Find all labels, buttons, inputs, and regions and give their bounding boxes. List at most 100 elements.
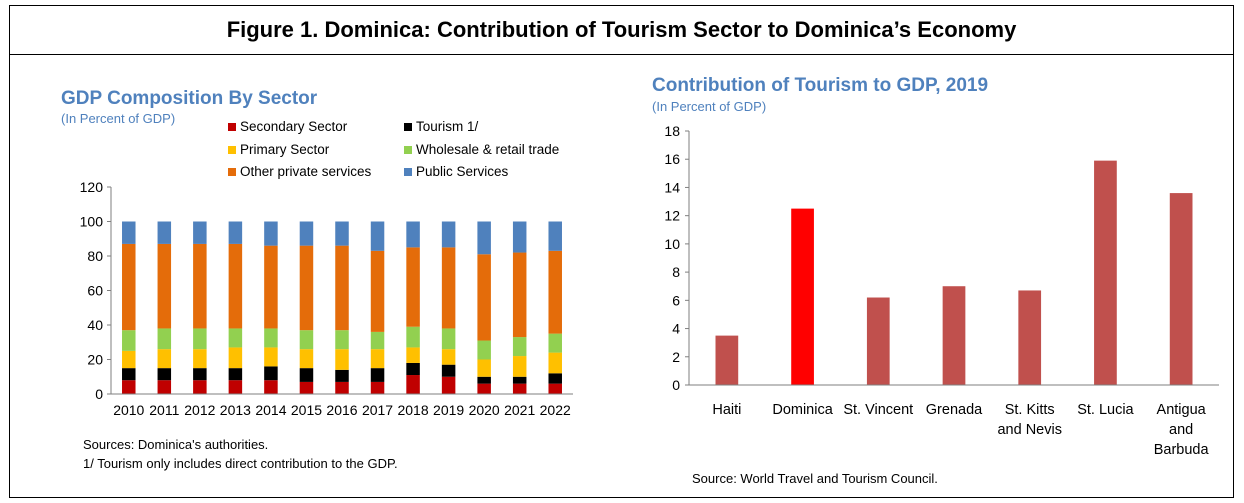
right-chart-title: Contribution of Tourism to GDP, 2019 [652,75,989,96]
bar-segment-secondary-sector [193,380,207,394]
bar-segment-wholesale-retail-trade [548,333,562,353]
tourism-contribution-chart: 0 2 4 6 8 10 12 14 16 18 Haiti Dominica St. Vincent G… [664,123,1219,458]
bar-segment-tourism-1 [477,376,491,384]
right-source: Source: World Travel and Tourism Council… [692,471,938,486]
bar-segment-tourism-1 [264,366,278,381]
bar-segment-tourism-1 [193,368,207,381]
right-y-tick-label: 18 [664,123,680,139]
bar-segment-public-services [548,221,562,251]
right-y-tick-label: 16 [664,151,680,167]
bar-segment-wholesale-retail-trade [228,328,243,348]
right-x-tick-label: Antigua [1157,402,1207,418]
left-x-tick-label: 2013 [220,402,251,418]
bar-segment-public-services [406,221,420,248]
right-x-tick-label: and Nevis [997,422,1061,438]
bar-segment-other-private-services [477,254,491,341]
bar-segment-public-services [441,221,456,248]
legend-label: Wholesale & retail trade [416,142,559,157]
legend-swatch [404,168,412,176]
bar-segment-secondary-sector [477,383,491,394]
bar-segment-wholesale-retail-trade [441,328,456,350]
bar-segment-public-services [477,221,491,255]
bar-segment-tourism-1 [335,369,349,382]
bar-segment-primary-sector [406,347,420,363]
legend-swatch [404,123,412,131]
legend-swatch [228,123,236,131]
left-x-tick-label: 2017 [362,402,393,418]
bar-segment-secondary-sector [512,383,527,394]
bar [1169,193,1193,385]
bar-segment-secondary-sector [406,375,420,394]
right-y-tick-label: 8 [672,264,680,280]
bar-segment-secondary-sector [370,381,385,394]
bar-segment-other-private-services [122,243,136,331]
bar-segment-secondary-sector [299,381,314,394]
left-chart-title: GDP Composition By Sector [61,88,318,109]
bar-segment-other-private-services [548,250,562,334]
bar-segment-secondary-sector [157,380,172,394]
legend-swatch [404,146,412,154]
right-x-tick-label: and [1169,422,1193,438]
left-y-tick-label: 0 [95,386,103,402]
bar-segment-other-private-services [512,252,527,338]
right-x-tick-label: St. Lucia [1077,402,1134,418]
bar-segment-wholesale-retail-trade [406,326,420,348]
left-y-tick-label: 120 [80,179,104,195]
bar-segment-primary-sector [548,352,562,374]
bar-segment-other-private-services [228,243,243,329]
figure-title: Figure 1. Dominica: Contribution of Tour… [9,5,1234,55]
bar [715,335,739,385]
bar-segment-tourism-1 [370,368,385,382]
bar-segment-primary-sector [512,356,527,377]
bar-segment-other-private-services [264,245,278,329]
right-y-tick-label: 4 [672,321,680,337]
bar-segment-secondary-sector [264,380,278,394]
bar-segment-wholesale-retail-trade [299,330,314,350]
bar-segment-other-private-services [335,245,349,331]
bar-segment-secondary-sector [548,383,562,394]
bar-segment-other-private-services [299,245,314,331]
right-x-tick-label: St. Vincent [843,402,913,418]
right-y-tick-label: 0 [672,377,680,393]
bar-segment-primary-sector [335,349,349,370]
legend-label: Tourism 1/ [416,119,479,134]
bar-segment-tourism-1 [122,368,136,381]
legend-label: Other private services [240,164,372,179]
left-footnote: 1/ Tourism only includes direct contribu… [83,456,398,471]
bar-segment-primary-sector [157,349,172,369]
right-y-tick-label: 12 [664,208,680,224]
bar-segment-other-private-services [193,243,207,329]
right-y-tick-label: 6 [672,292,680,308]
left-x-tick-label: 2011 [149,402,179,418]
bar [1018,290,1042,385]
right-y-tick-label: 2 [672,349,680,365]
left-x-tick-label: 2016 [326,402,357,418]
bar-segment-public-services [157,221,172,244]
bar [866,297,890,385]
bar-segment-other-private-services [370,250,385,332]
bar-segment-public-services [512,221,527,253]
left-y-tick-label: 20 [87,352,103,368]
bar-segment-primary-sector [193,349,207,369]
legend-label: Primary Sector [240,142,330,157]
left-y-tick-label: 40 [87,317,103,333]
bar-segment-wholesale-retail-trade [264,328,278,348]
bar-segment-tourism-1 [299,368,314,382]
bar-segment-wholesale-retail-trade [157,328,172,350]
bar-segment-tourism-1 [441,364,456,377]
right-y-tick-label: 10 [664,236,680,252]
left-x-tick-label: 2014 [255,402,286,418]
left-x-tick-label: 2020 [469,402,500,418]
bar-segment-secondary-sector [122,380,136,394]
bar-segment-tourism-1 [406,362,420,376]
bar-segment-primary-sector [228,347,243,369]
left-y-tick-label: 100 [80,214,104,230]
bar-segment-other-private-services [441,247,456,329]
bar-segment-other-private-services [406,247,420,327]
bar-segment-primary-sector [477,359,491,377]
right-y-tick-label: 14 [664,179,680,195]
bar-segment-public-services [264,221,278,246]
right-x-tick-label: Grenada [926,402,983,418]
bar-segment-wholesale-retail-trade [193,328,207,350]
